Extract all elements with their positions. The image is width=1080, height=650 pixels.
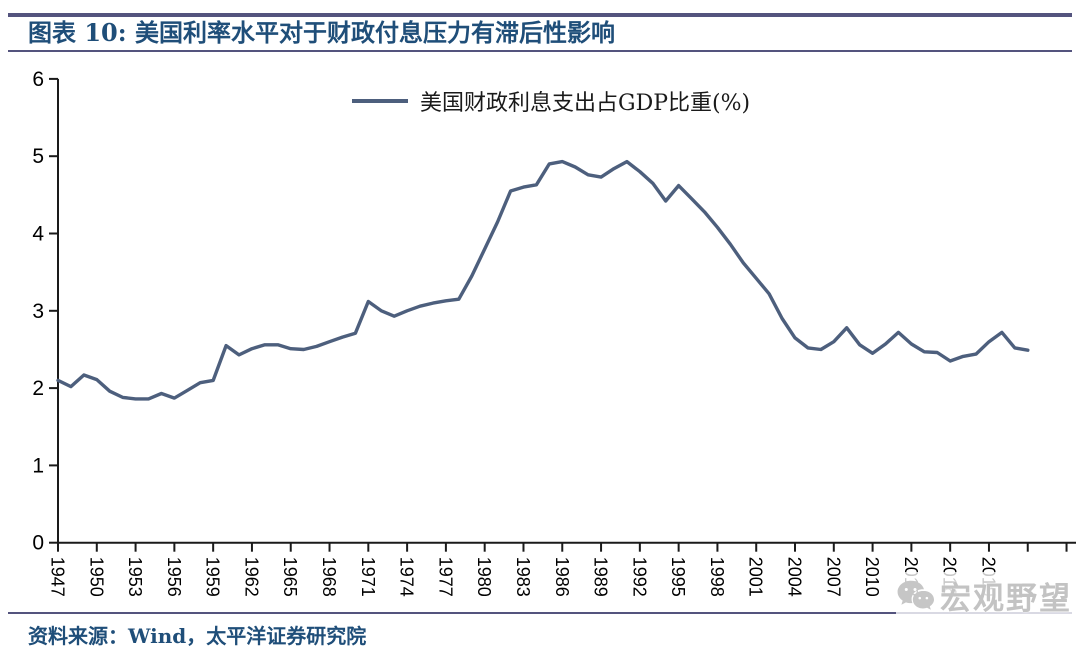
x-tick-label: 2001 [746,557,766,597]
figure-title: 图表 10: 美国利率水平对于财政付息压力有滞后性影响 [28,18,615,47]
x-tick-label: 1977 [435,557,455,597]
x-tick-label: 1974 [397,557,417,597]
x-tick-label: 1989 [591,557,611,597]
watermark: 宏观野望 [896,572,1072,618]
x-tick-label: 2007 [823,557,843,597]
top-rule [8,13,1072,17]
data-source-note: 资料来源：Wind，太平洋证券研究院 [28,624,367,648]
x-tick-label: 1959 [203,557,223,597]
x-tick-label: 2010 [862,557,882,597]
y-tick-label: 2 [32,377,44,400]
x-tick-label: 1983 [513,557,533,597]
y-tick-label: 5 [32,145,44,168]
x-tick-label: 1950 [86,557,106,597]
x-tick-label: 1980 [474,557,494,597]
chart-legend: 美国财政利息支出占GDP比重(%) [352,85,750,117]
y-tick-label: 3 [32,300,44,323]
legend-series-label: 美国财政利息支出占GDP比重(%) [420,91,751,116]
y-tick-label: 0 [32,532,44,555]
x-tick-label: 1968 [319,557,339,597]
y-tick-label: 1 [32,454,44,477]
x-tick-label: 1956 [164,557,184,597]
x-tick-label: 1962 [241,557,261,597]
source-rule [8,612,1072,614]
x-tick-label: 2004 [785,557,805,597]
title-bottom-rule [8,50,1072,52]
y-tick-label: 4 [32,223,44,246]
legend-line-sample [352,99,408,103]
x-tick-label: 1971 [358,557,378,597]
wechat-icon [897,580,934,610]
x-tick-label: 1992 [629,557,649,597]
x-tick-label: 1953 [125,557,145,597]
x-tick-label: 1947 [48,557,68,597]
x-tick-label: 1965 [280,557,300,597]
x-tick-label: 1995 [668,557,688,597]
watermark-text: 宏观野望 [940,580,1072,617]
x-tick-label: 1986 [552,557,572,597]
series-line [56,159,1030,401]
y-tick-label: 6 [32,68,44,91]
x-tick-label: 1998 [707,557,727,597]
